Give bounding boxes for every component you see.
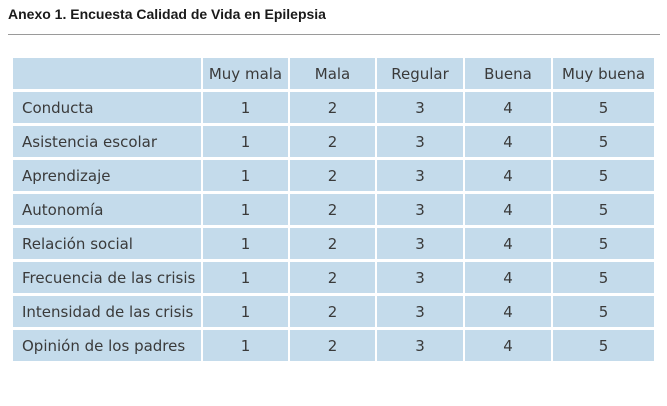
score-cell: 4 [463,225,553,262]
header-row: Muy mala Mala Regular Buena Muy buena [11,55,656,92]
score-cell: 1 [201,327,290,364]
title-divider [8,34,660,35]
score-cell: 5 [551,259,656,296]
score-cell: 2 [288,157,377,194]
score-cell: 1 [201,259,290,296]
score-cell: 1 [201,225,290,262]
table-row: Intensidad de las crisis 1 2 3 4 5 [11,293,656,330]
score-cell: 2 [288,259,377,296]
score-cell: 1 [201,293,290,330]
score-cell: 1 [201,89,290,126]
table-row: Asistencia escolar 1 2 3 4 5 [11,123,656,160]
score-cell: 3 [375,89,465,126]
score-cell: 4 [463,327,553,364]
score-cell: 5 [551,225,656,262]
score-cell: 4 [463,293,553,330]
score-cell: 3 [375,157,465,194]
row-label: Opinión de los padres [11,327,203,364]
score-cell: 5 [551,191,656,228]
header-cell-mala: Mala [288,55,377,92]
row-label: Intensidad de las crisis [11,293,203,330]
score-cell: 5 [551,327,656,364]
score-cell: 1 [201,157,290,194]
score-cell: 3 [375,327,465,364]
score-cell: 3 [375,191,465,228]
score-cell: 5 [551,293,656,330]
table-row: Relación social 1 2 3 4 5 [11,225,656,262]
row-label: Asistencia escolar [11,123,203,160]
score-cell: 5 [551,157,656,194]
row-label: Conducta [11,89,203,126]
score-cell: 3 [375,225,465,262]
survey-table-container: Muy mala Mala Regular Buena Muy buena Co… [11,55,656,395]
header-cell-regular: Regular [375,55,465,92]
table-row: Conducta 1 2 3 4 5 [11,89,656,126]
row-label: Relación social [11,225,203,262]
table-row: Frecuencia de las crisis 1 2 3 4 5 [11,259,656,296]
document-title: Anexo 1. Encuesta Calidad de Vida en Epi… [8,6,326,22]
header-cell-muy-mala: Muy mala [201,55,290,92]
score-cell: 2 [288,293,377,330]
header-cell-muy-buena: Muy buena [551,55,656,92]
score-cell: 5 [551,123,656,160]
score-cell: 4 [463,191,553,228]
table-row: Aprendizaje 1 2 3 4 5 [11,157,656,194]
score-cell: 2 [288,327,377,364]
score-cell: 3 [375,123,465,160]
survey-table: Muy mala Mala Regular Buena Muy buena Co… [11,55,656,364]
score-cell: 4 [463,123,553,160]
score-cell: 1 [201,123,290,160]
table-row: Autonomía 1 2 3 4 5 [11,191,656,228]
header-cell-empty [11,55,203,92]
score-cell: 2 [288,191,377,228]
score-cell: 3 [375,259,465,296]
score-cell: 1 [201,191,290,228]
score-cell: 3 [375,293,465,330]
score-cell: 4 [463,259,553,296]
score-cell: 4 [463,89,553,126]
score-cell: 2 [288,225,377,262]
header-cell-buena: Buena [463,55,553,92]
score-cell: 2 [288,89,377,126]
score-cell: 4 [463,157,553,194]
table-row: Opinión de los padres 1 2 3 4 5 [11,327,656,364]
score-cell: 5 [551,89,656,126]
score-cell: 2 [288,123,377,160]
row-label: Aprendizaje [11,157,203,194]
row-label: Autonomía [11,191,203,228]
row-label: Frecuencia de las crisis [11,259,203,296]
